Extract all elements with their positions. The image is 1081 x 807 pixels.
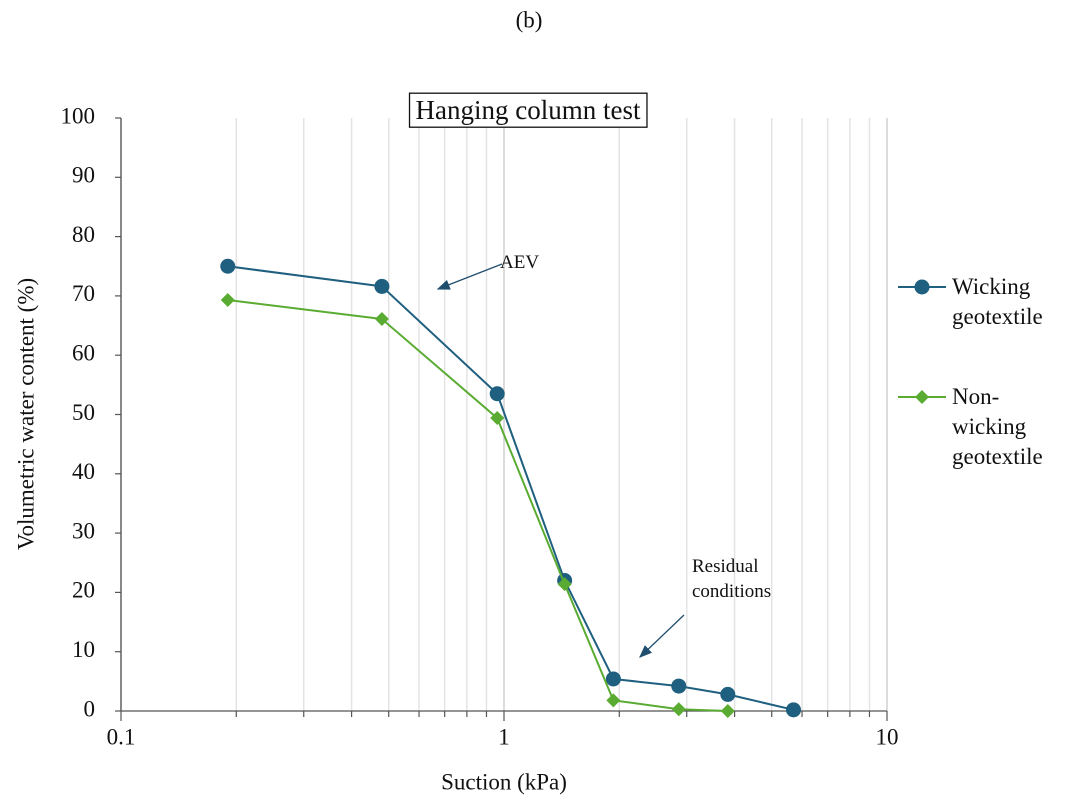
y-tick-label: 0: [84, 696, 96, 721]
x-axis-label: Suction (kPa): [441, 769, 567, 794]
y-tick-label: 40: [72, 459, 95, 484]
y-axis-label: Volumetric water content (%): [13, 278, 38, 550]
point: [671, 702, 686, 717]
point: [606, 693, 621, 708]
point: [489, 386, 505, 402]
y-tick-label: 70: [72, 281, 95, 306]
annotation: AEV: [500, 252, 540, 273]
annotation: Residual conditions: [692, 556, 772, 602]
series-line: [227, 299, 728, 712]
legend-label: Wicking geotextile: [952, 274, 1043, 329]
y-tick-label: 10: [72, 637, 95, 662]
point: [786, 702, 802, 718]
point: [220, 258, 236, 274]
point: [720, 704, 735, 718]
y-tick-label: 90: [72, 163, 95, 188]
point: [671, 678, 687, 694]
y-tick-label: 50: [72, 400, 95, 425]
y-tick-label: 20: [72, 578, 95, 603]
y-tick-label: 30: [72, 518, 95, 543]
point: [605, 671, 621, 687]
y-tick-label: 80: [72, 222, 95, 247]
x-tick-label: 0.1: [107, 724, 136, 749]
point: [374, 278, 390, 294]
annotation-arrow: [436, 263, 503, 290]
x-tick-label: 1: [498, 724, 510, 749]
y-tick-label: 100: [61, 103, 96, 128]
point: [220, 293, 235, 308]
point: [720, 686, 736, 702]
point: [557, 577, 572, 592]
y-tick-label: 60: [72, 340, 95, 365]
legend-label: Non-wicking geotextile: [952, 384, 1043, 469]
plot-title: Hanging column test: [416, 95, 641, 125]
x-tick-label: 10: [876, 724, 899, 749]
legend-marker: [915, 390, 929, 404]
annotation-arrow: [639, 614, 685, 658]
series-line: [227, 265, 794, 711]
legend-marker: [914, 279, 930, 295]
plot-title-box: [408, 92, 648, 128]
chart-title: (b): [516, 7, 543, 32]
point: [374, 312, 389, 327]
point: [490, 411, 505, 426]
